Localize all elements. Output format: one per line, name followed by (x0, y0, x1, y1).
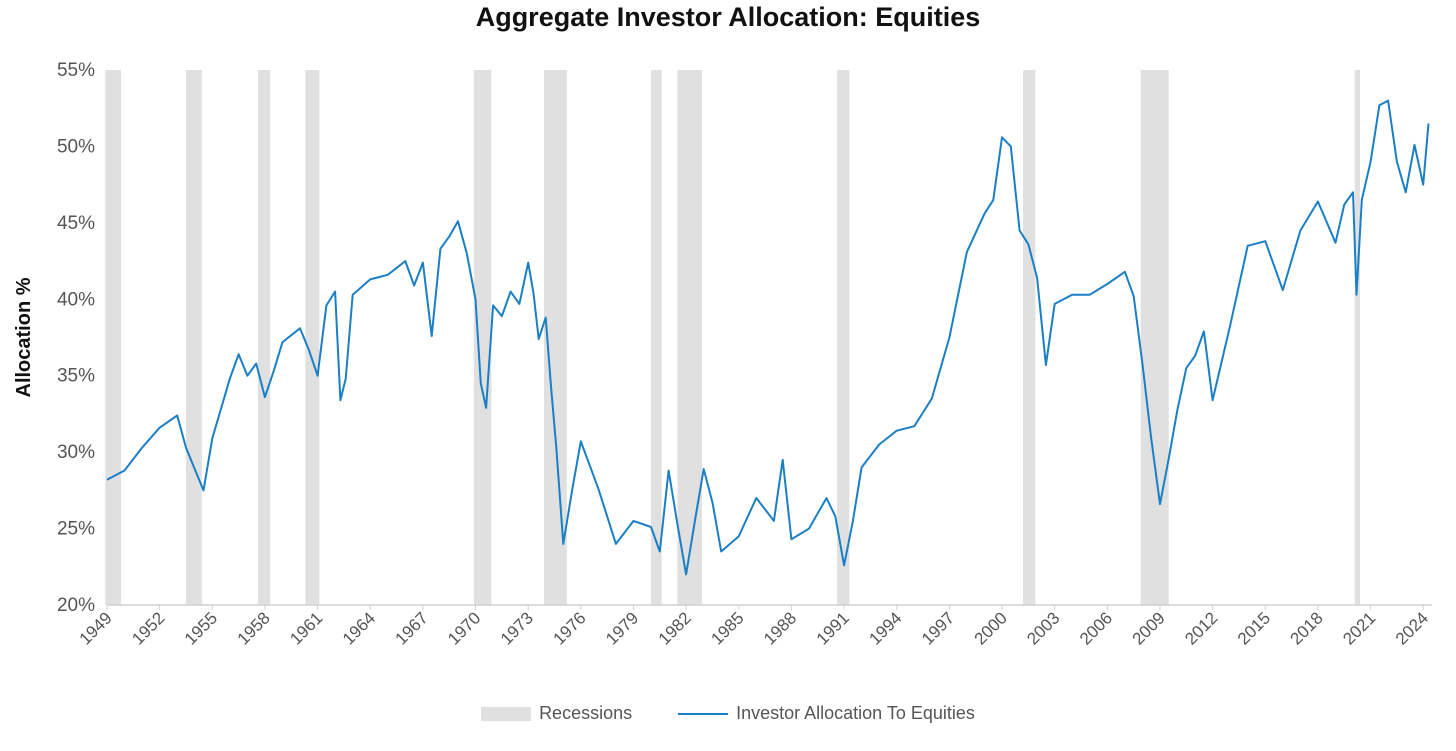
recession-band (837, 70, 850, 605)
legend: Recessions Investor Allocation To Equiti… (0, 703, 1456, 724)
recession-band (257, 70, 271, 605)
chart-plot: 20%25%30%35%40%45%50%55% 1949 1952 1955 195… (13, 60, 1432, 649)
y-tick-label: 45% (57, 213, 95, 234)
legend-item-recessions: Recessions (481, 703, 632, 724)
recession-band (105, 70, 122, 605)
x-tick-label: 2009 (1129, 608, 1169, 648)
recession-band (543, 70, 567, 605)
x-tick-label: 1970 (444, 608, 484, 648)
y-tick-label: 35% (57, 366, 95, 387)
recession-bands (105, 70, 1361, 605)
x-tick-label: 1994 (865, 608, 905, 648)
y-tick-label: 25% (57, 519, 95, 540)
x-tick-label: 1985 (707, 608, 747, 648)
recession-band (1354, 70, 1361, 605)
y-tick-labels: 20% 25% 30% 35% 40% 45% 50% 55% (57, 60, 95, 616)
x-tick-label: 2006 (1076, 608, 1116, 648)
legend-label-allocation: Investor Allocation To Equities (736, 703, 975, 723)
x-tick-label: 1973 (497, 608, 537, 648)
x-tick-label: 1961 (286, 608, 326, 648)
recession-band (651, 70, 662, 605)
x-tick-label: 1997 (918, 608, 958, 648)
x-tick-label: 1967 (392, 608, 432, 648)
x-tick-label: 1958 (234, 608, 274, 648)
y-axis-label: Allocation % (13, 277, 35, 397)
line-swatch (678, 712, 729, 715)
x-tick-label: 1964 (339, 608, 379, 648)
recession-band (677, 70, 702, 605)
x-tick-label: 2000 (971, 608, 1011, 648)
x-tick-label: 2003 (1023, 608, 1063, 648)
legend-item-allocation: Investor Allocation To Equities (678, 703, 975, 724)
recession-band (185, 70, 202, 605)
recession-band (305, 70, 320, 605)
y-tick-label: 20% (57, 595, 95, 616)
series-line-investor-allocation (106, 99, 1430, 576)
x-tick-label: 1982 (655, 608, 695, 648)
y-tick-label: 40% (57, 289, 95, 310)
x-tick-label: 1979 (602, 608, 642, 648)
x-tick-label: 1991 (813, 608, 853, 648)
x-tick-labels: 1949 1952 1955 1958 1961 1964 1967 1970 1973 1976… (76, 605, 1432, 649)
legend-label-recessions: Recessions (539, 703, 633, 723)
x-tick-label: 2012 (1181, 608, 1221, 648)
x-tick-label: 1976 (549, 608, 589, 648)
recession-band (473, 70, 492, 605)
recession-band (1023, 70, 1036, 605)
y-tick-label: 50% (57, 136, 95, 157)
y-tick-label: 30% (57, 442, 95, 463)
x-tick-label: 1988 (760, 608, 800, 648)
x-tick-label: 1955 (181, 608, 221, 648)
chart-title: Aggregate Investor Allocation: Equities (475, 2, 981, 32)
x-tick-label: 2015 (1234, 608, 1274, 648)
x-tick-label: 2018 (1287, 608, 1327, 648)
x-tick-label: 2024 (1392, 608, 1432, 648)
recession-band (1140, 70, 1169, 605)
recession-swatch (481, 706, 532, 721)
x-tick-label: 1952 (128, 608, 168, 648)
x-tick-label: 2021 (1339, 608, 1379, 648)
y-tick-label: 55% (57, 60, 95, 81)
